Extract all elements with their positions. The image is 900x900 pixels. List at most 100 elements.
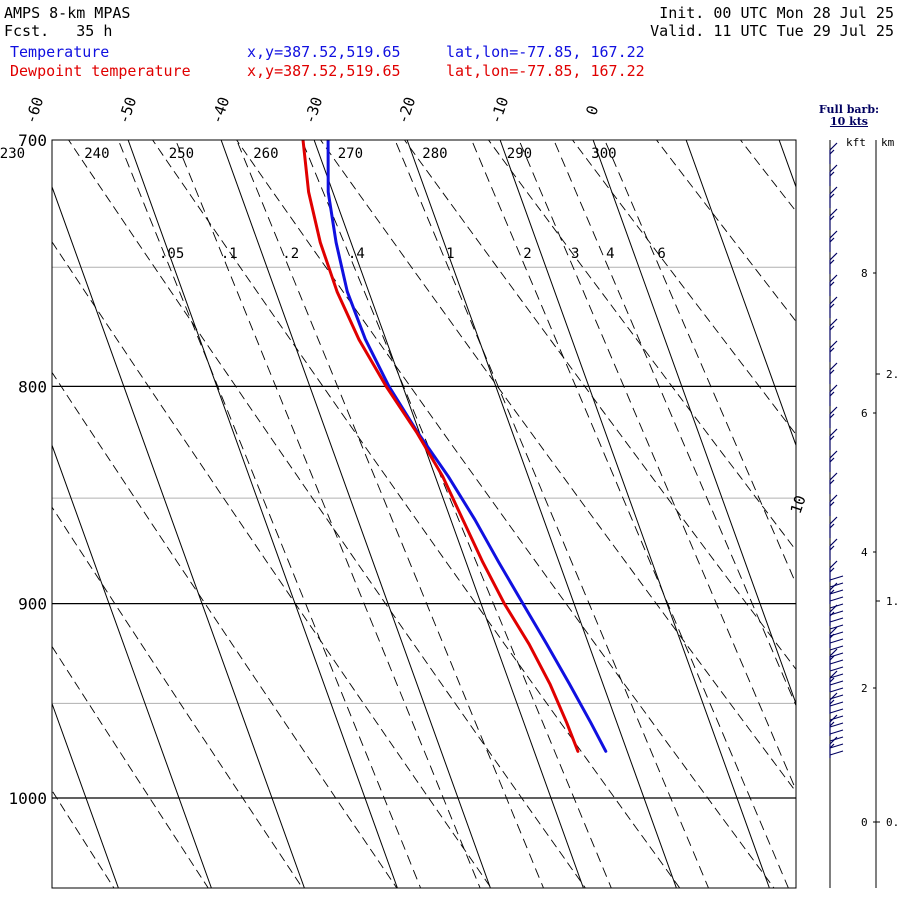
mixing-ratio-label: 2 bbox=[523, 246, 531, 262]
wind-barb-flag bbox=[829, 722, 844, 728]
mixing-ratio-label: .2 bbox=[282, 246, 299, 262]
wind-barb bbox=[829, 450, 838, 472]
dry-adiabat-line bbox=[487, 140, 796, 552]
wind-barb-flag bbox=[829, 715, 844, 721]
mixing-ratio-line bbox=[553, 140, 796, 707]
wind-barb-flag bbox=[829, 736, 844, 742]
isotherms bbox=[0, 140, 796, 888]
km-tick-label: 2. bbox=[886, 368, 899, 381]
wind-barb-flag bbox=[829, 680, 844, 686]
pressure-tick-label: 800 bbox=[18, 377, 47, 396]
isotherm-line bbox=[313, 140, 584, 888]
mixing-ratio-label: 6 bbox=[657, 246, 665, 262]
isotherm-label: -10 bbox=[486, 95, 512, 126]
mixing-ratio-label: .05 bbox=[159, 246, 184, 262]
mixing-ratio-label: 3 bbox=[571, 246, 579, 262]
kft-tick-label: 2 bbox=[861, 682, 868, 695]
wind-barb bbox=[829, 472, 838, 494]
dry-adiabat-line bbox=[52, 506, 304, 888]
height-axis: kft km 8 6 4 2 0 2. 1. 0. bbox=[846, 136, 899, 888]
wind-barb-flag bbox=[829, 666, 844, 672]
km-tick-label: 1. bbox=[886, 595, 899, 608]
mixing-ratio-line bbox=[471, 140, 789, 888]
dry-adiabat-line bbox=[52, 645, 209, 888]
wind-barb bbox=[829, 494, 838, 516]
wind-barb bbox=[829, 340, 838, 362]
wind-barb-flag bbox=[829, 694, 844, 700]
dry-adiabat-label: 260 bbox=[253, 146, 278, 162]
dry-adiabat-line bbox=[655, 140, 796, 323]
wind-barb-flag bbox=[829, 743, 844, 749]
mixing-ratio-line bbox=[301, 140, 612, 888]
wind-barb-flag bbox=[829, 603, 844, 609]
wind-barb-flag bbox=[829, 575, 844, 581]
legend-dewpoint: Dewpoint temperature bbox=[10, 62, 191, 80]
wind-barb-flag bbox=[829, 729, 844, 735]
dew-xy: x,y=387.52,519.65 bbox=[247, 62, 401, 80]
wind-barb-flag bbox=[829, 645, 844, 651]
wind-barb-flag bbox=[829, 596, 844, 602]
dry-adiabat-label: 240 bbox=[84, 146, 109, 162]
wind-barb bbox=[829, 296, 838, 318]
wind-barb-flag bbox=[829, 750, 844, 756]
forecast-label: Fcst. 35 h bbox=[4, 22, 112, 40]
isotherm-label: -20 bbox=[393, 95, 419, 126]
wind-barb bbox=[829, 164, 838, 186]
wind-barb bbox=[829, 648, 838, 670]
mixing-ratio-line bbox=[117, 140, 422, 888]
wind-barb-flag bbox=[829, 617, 844, 623]
forecast-hour: 35 h bbox=[76, 22, 113, 40]
wind-barb bbox=[829, 252, 838, 274]
wind-barb bbox=[829, 186, 838, 208]
isotherm-line bbox=[127, 140, 398, 888]
wind-barb bbox=[829, 318, 838, 340]
wind-barb bbox=[829, 626, 838, 648]
isotherm-line bbox=[0, 140, 25, 888]
kft-tick-label: 4 bbox=[861, 546, 868, 559]
dry-adiabat-line bbox=[52, 371, 398, 888]
temp-latlon: lat,lon=-77.85, 167.22 bbox=[446, 43, 645, 61]
isobars bbox=[52, 385, 796, 799]
pressure-tick-label: 700 bbox=[18, 131, 47, 150]
wind-barb-flag bbox=[829, 687, 844, 693]
isotherm-line bbox=[52, 702, 119, 888]
wind-barb-flag bbox=[829, 638, 844, 644]
dry-adiabats bbox=[52, 114, 900, 900]
isotherm-line bbox=[499, 140, 770, 888]
mixing-ratio-label: 1 bbox=[446, 246, 454, 262]
wind-barb-flag bbox=[829, 652, 844, 658]
dry-adiabat-line bbox=[804, 114, 900, 900]
wind-barb bbox=[829, 670, 838, 692]
wind-barb bbox=[829, 516, 838, 538]
mixing-ratio-label: .4 bbox=[348, 246, 365, 262]
pressure-tick-label: 900 bbox=[18, 595, 47, 614]
forecast-label-text: Fcst. bbox=[4, 22, 50, 40]
chart-labels: -70-60-50-40-30-20-100102202302402502602… bbox=[0, 95, 810, 808]
dry-adiabat-line bbox=[571, 140, 796, 436]
temp-xy: x,y=387.52,519.65 bbox=[247, 43, 401, 61]
dry-adiabat-line bbox=[68, 140, 586, 888]
dry-adiabat-line bbox=[152, 140, 681, 888]
isotherm-line bbox=[592, 140, 796, 706]
dew-latlon: lat,lon=-77.85, 167.22 bbox=[446, 62, 645, 80]
wind-barb bbox=[829, 142, 838, 164]
model-title: AMPS 8-km MPAS bbox=[4, 4, 131, 22]
dewpoint-line bbox=[301, 140, 580, 753]
mixing-ratio-label: 4 bbox=[606, 246, 614, 262]
kft-label: kft bbox=[846, 136, 866, 149]
barb-legend-line1: Full barb: bbox=[818, 103, 880, 116]
mixing-ratio-line bbox=[175, 140, 481, 888]
dry-adiabat-label: 250 bbox=[169, 146, 194, 162]
wind-barb-flag bbox=[829, 631, 844, 637]
wind-barb bbox=[829, 274, 838, 296]
wind-barb-flag bbox=[829, 673, 844, 679]
init-time: Init. 00 UTC Mon 28 Jul 25 bbox=[659, 4, 894, 22]
pressure-tick-label: 1000 bbox=[8, 789, 47, 808]
dry-adiabat-label: 280 bbox=[422, 146, 447, 162]
isotherm-line bbox=[685, 140, 796, 447]
isotherm-line bbox=[406, 140, 677, 888]
dry-adiabat-label: 270 bbox=[338, 146, 363, 162]
wind-barb bbox=[829, 428, 838, 450]
kft-tick-label: 6 bbox=[861, 407, 868, 420]
wind-barb-flag bbox=[829, 701, 844, 707]
